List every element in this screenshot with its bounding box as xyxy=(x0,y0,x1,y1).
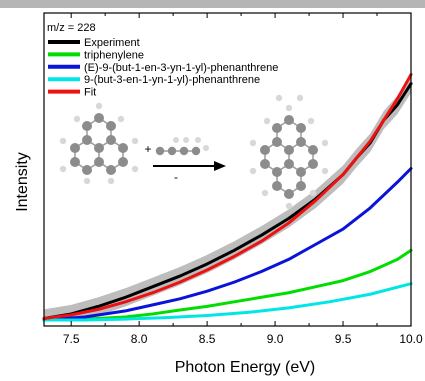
atom xyxy=(155,146,165,156)
atom xyxy=(173,137,179,143)
atom xyxy=(249,139,257,147)
atom xyxy=(191,146,201,156)
legend-label: 9-(but-3-en-1-yn-1-yl)-phenanthrene xyxy=(84,74,260,86)
atom xyxy=(284,189,294,199)
atom xyxy=(284,159,294,169)
atom xyxy=(70,157,80,167)
atom xyxy=(249,167,257,175)
x-tick-label: 8.0 xyxy=(131,332,148,346)
atom xyxy=(94,143,104,153)
atom xyxy=(272,123,282,133)
atom xyxy=(261,189,269,197)
atom xyxy=(296,167,306,177)
x-tick-label: 7.5 xyxy=(63,332,80,346)
series-line-2 xyxy=(42,167,413,322)
annotation-mz: m/z = 228 xyxy=(47,22,96,34)
series-line-3 xyxy=(42,282,413,322)
atom xyxy=(260,159,270,169)
atom xyxy=(296,94,304,102)
atom xyxy=(308,145,318,155)
atom xyxy=(73,115,81,123)
top-bar xyxy=(0,0,425,8)
atom xyxy=(272,167,282,177)
plot-frame xyxy=(43,12,412,327)
atom xyxy=(272,181,282,191)
atom xyxy=(82,165,92,175)
x-axis-label: Photon Energy (eV) xyxy=(175,359,316,376)
atom xyxy=(179,146,189,156)
legend-label: triphenylene xyxy=(84,49,144,61)
atom xyxy=(321,139,329,147)
atom xyxy=(94,157,104,167)
atom xyxy=(118,143,128,153)
atom xyxy=(203,145,209,151)
atom xyxy=(260,145,270,155)
atom xyxy=(285,104,293,112)
atom xyxy=(82,135,92,145)
atom xyxy=(296,137,306,147)
atom xyxy=(285,202,293,210)
molecule-inset: +- xyxy=(59,94,329,210)
axes: 7.5 8.0 8.5 9.0 9.5 10.0 xyxy=(43,12,423,346)
legend-label: Experiment xyxy=(84,37,140,49)
atom xyxy=(106,121,116,131)
atom xyxy=(296,123,306,133)
atom xyxy=(284,115,294,125)
atom xyxy=(309,189,317,197)
atom xyxy=(59,165,67,173)
atom xyxy=(308,159,318,169)
reaction-plus-sign: + xyxy=(144,142,151,156)
atom xyxy=(94,113,104,123)
atom xyxy=(307,117,315,125)
series-line-4 xyxy=(42,73,413,320)
x-tick-label: 10.0 xyxy=(399,332,423,346)
x-tick-label: 9.5 xyxy=(335,332,352,346)
atom xyxy=(70,143,80,153)
atom xyxy=(106,165,116,175)
atom xyxy=(284,145,294,155)
atom xyxy=(321,167,329,175)
legend: Experimenttriphenylene(E)-9-(but-1-en-3-… xyxy=(48,37,278,99)
atom xyxy=(117,115,125,123)
atom xyxy=(83,177,91,185)
y-axis-label: Intensity xyxy=(14,152,31,212)
atom xyxy=(275,94,283,102)
plot-layer xyxy=(42,73,413,322)
series-line-1 xyxy=(42,248,413,322)
legend-label: Fit xyxy=(84,87,96,99)
atom xyxy=(195,137,201,143)
x-tick-label: 9.0 xyxy=(267,332,284,346)
atom xyxy=(296,181,306,191)
atom xyxy=(183,137,189,143)
reaction-minus-sign: - xyxy=(174,170,178,184)
legend-label: (E)-9-(but-1-en-3-yn-1-yl)-phenanthrene xyxy=(84,62,278,74)
atom xyxy=(263,117,271,125)
x-tick-label: 8.5 xyxy=(199,332,216,346)
reaction-arrowhead xyxy=(214,161,226,171)
atom xyxy=(106,135,116,145)
atom xyxy=(118,157,128,167)
atom xyxy=(82,121,92,131)
atom xyxy=(131,165,139,173)
atom xyxy=(95,102,103,110)
atom xyxy=(107,177,115,185)
atom xyxy=(272,137,282,147)
atom xyxy=(59,137,67,145)
atom xyxy=(167,146,177,156)
atom xyxy=(131,137,139,145)
